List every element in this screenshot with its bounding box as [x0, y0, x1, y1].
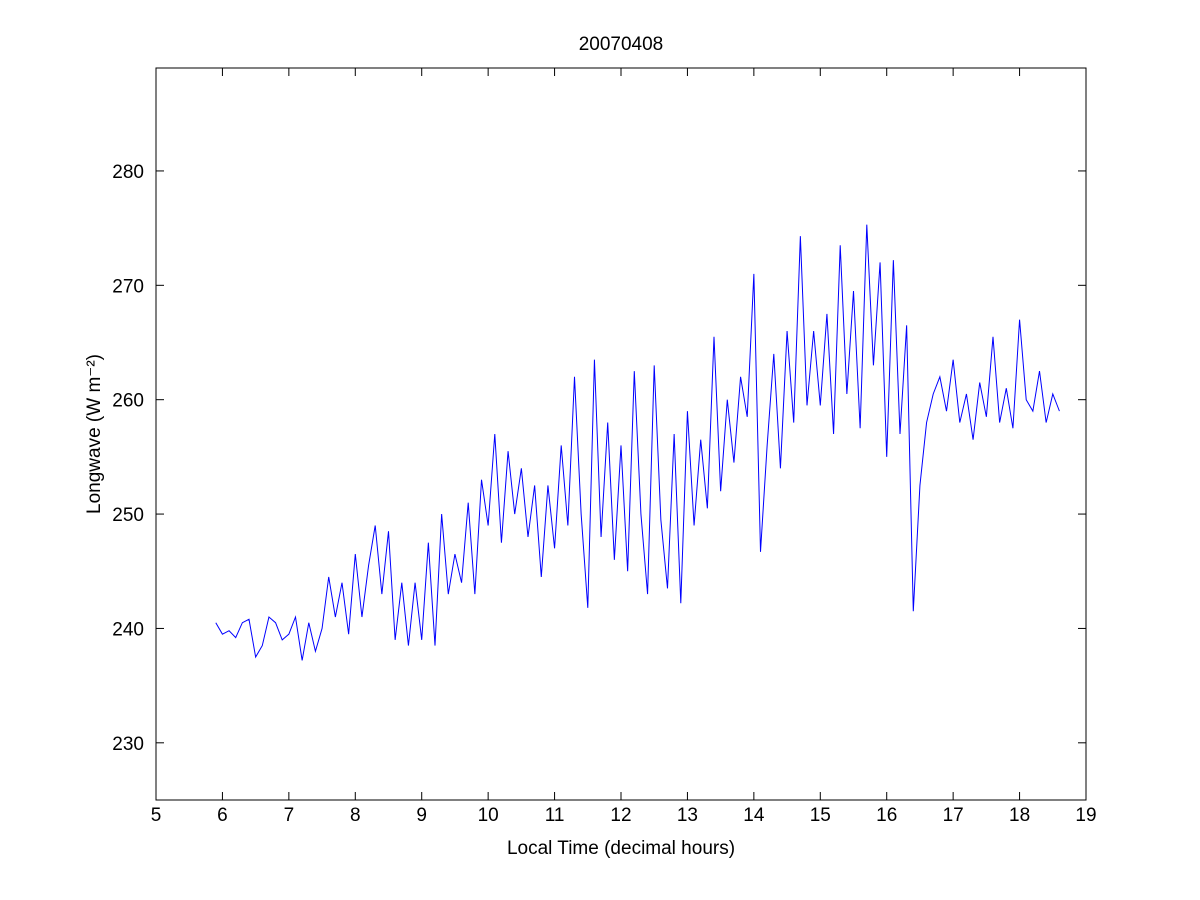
x-tick-label: 16	[876, 805, 897, 826]
x-tick-label: 5	[151, 805, 162, 826]
x-tick-label: 17	[943, 805, 964, 826]
x-tick-label: 11	[545, 805, 565, 826]
x-tick-label: 19	[1075, 805, 1096, 826]
plot-frame	[155, 67, 1087, 801]
y-tick-label: 260	[112, 391, 144, 412]
x-tick-label: 7	[284, 805, 295, 826]
data-line	[215, 224, 1060, 661]
x-axis-label: Local Time (decimal hours)	[507, 838, 735, 859]
chart-title: 20070408	[579, 34, 664, 55]
y-axis-label: Longwave (W m⁻²)	[84, 354, 105, 514]
y-tick-label: 250	[112, 505, 144, 526]
y-tick-label: 270	[112, 276, 144, 297]
x-tick-label: 12	[610, 805, 631, 826]
x-tick-label: 10	[478, 805, 499, 826]
y-tick-label: 230	[112, 734, 144, 755]
x-tick-label: 15	[810, 805, 831, 826]
x-tick-label: 18	[1009, 805, 1030, 826]
y-tick-label: 240	[112, 619, 144, 640]
x-tick-label: 13	[677, 805, 698, 826]
x-tick-label: 8	[350, 805, 361, 826]
y-tick-label: 280	[112, 162, 144, 183]
x-tick-label: 6	[217, 805, 228, 826]
x-tick-label: 9	[416, 805, 427, 826]
x-tick-label: 14	[743, 805, 765, 826]
